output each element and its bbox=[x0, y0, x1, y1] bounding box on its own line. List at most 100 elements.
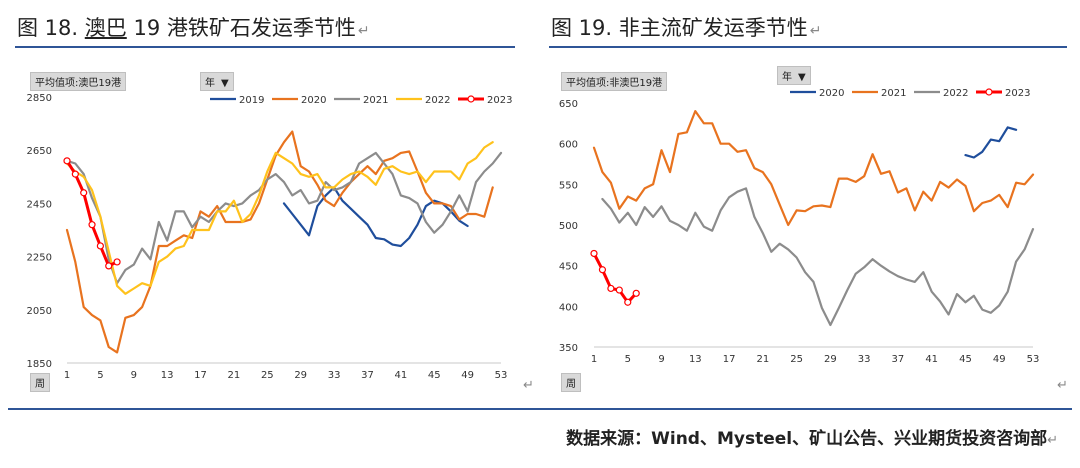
x-tick-label: 17 bbox=[194, 370, 207, 381]
legend-label-2020: 2020 bbox=[301, 95, 326, 106]
legend-label-2019: 2019 bbox=[239, 95, 264, 106]
y-tick-label: 2450 bbox=[27, 199, 52, 210]
legend-label-2022: 2022 bbox=[943, 88, 968, 99]
return-mark-icon: ↵ bbox=[357, 23, 370, 39]
y-tick-label: 2650 bbox=[27, 146, 52, 157]
figure-19-title: 图 19. 非主流矿发运季节性 ↵ bbox=[551, 12, 821, 42]
series-line-2020 bbox=[964, 126, 1018, 159]
week-axis-label: 周 bbox=[566, 379, 576, 390]
series-line-2023 bbox=[592, 252, 638, 304]
x-tick-label: 9 bbox=[658, 354, 664, 365]
figure-19-text: 图 19. 非主流矿发运季节性 bbox=[551, 16, 808, 40]
series-line-2020 bbox=[65, 130, 494, 354]
x-tick-label: 53 bbox=[1027, 354, 1040, 365]
data-point-2023 bbox=[615, 286, 623, 294]
data-point-2023 bbox=[71, 170, 79, 178]
week-axis-label: 周 bbox=[35, 379, 45, 390]
x-tick-label: 13 bbox=[689, 354, 702, 365]
data-point-2023 bbox=[607, 284, 615, 293]
x-tick-label: 1 bbox=[64, 370, 70, 381]
charts-canvas: 1850 2050 2250 2450 2650 2850 1 5 9 13 17 21 25 29 33 3… bbox=[27, 88, 1040, 381]
data-point-2023 bbox=[590, 249, 598, 258]
legend-label-2021: 2021 bbox=[363, 95, 388, 106]
x-tick-label: 21 bbox=[756, 354, 769, 365]
data-point-2023 bbox=[105, 262, 113, 270]
data-source: 数据来源：Wind、Mysteel、矿山公告、兴业期货投资咨询部↵ bbox=[566, 424, 1058, 449]
legend-label-2023: 2023 bbox=[1005, 88, 1030, 99]
x-tick-label: 53 bbox=[495, 370, 508, 381]
y-tick-label: 2250 bbox=[27, 253, 52, 264]
x-tick-label: 45 bbox=[959, 354, 972, 365]
data-point-2023 bbox=[80, 189, 88, 197]
footer-rule bbox=[8, 408, 1072, 410]
title-rule-right bbox=[549, 46, 1067, 48]
x-tick-label: 5 bbox=[97, 370, 103, 381]
x-tick-label: 5 bbox=[625, 354, 631, 365]
year-filter-button-right[interactable]: 年 ▼ bbox=[777, 66, 811, 85]
data-source-text: 数据来源：Wind、Mysteel、矿山公告、兴业期货投资咨询部 bbox=[566, 429, 1048, 449]
series-line-2022 bbox=[65, 141, 494, 295]
x-tick-label: 29 bbox=[294, 370, 307, 381]
x-tick-label: 37 bbox=[361, 370, 374, 381]
x-tick-label: 33 bbox=[858, 354, 871, 365]
figure-18-underlined: 澳巴 bbox=[84, 16, 127, 40]
data-point-2023 bbox=[598, 266, 607, 274]
legend-label-2023: 2023 bbox=[487, 95, 512, 106]
year-filter-label: 年 bbox=[782, 72, 792, 83]
x-tick-label: 25 bbox=[261, 370, 274, 381]
legend-marker-2023 bbox=[985, 88, 993, 96]
return-mark-icon: ↵ bbox=[1057, 378, 1068, 393]
data-point-2023 bbox=[63, 157, 71, 165]
week-axis-pill-left[interactable]: 周 bbox=[30, 373, 50, 392]
x-tick-label: 9 bbox=[131, 370, 137, 381]
x-tick-label: 21 bbox=[228, 370, 241, 381]
x-tick-label: 45 bbox=[428, 370, 441, 381]
data-point-2023 bbox=[632, 289, 640, 297]
figure-18-title: 图 18. 澳巴 19 港铁矿石发运季节性 ↵ bbox=[17, 12, 370, 42]
y-tick-label: 350 bbox=[559, 343, 578, 354]
year-filter-label: 年 bbox=[205, 78, 215, 89]
y-tick-label: 2850 bbox=[27, 93, 52, 104]
y-tick-label: 500 bbox=[559, 221, 578, 232]
figure-18-number: 图 18. bbox=[17, 16, 79, 40]
x-tick-label: 41 bbox=[925, 354, 938, 365]
y-tick-label: 2050 bbox=[27, 306, 52, 317]
year-filter-button-left[interactable]: 年 ▼ bbox=[200, 72, 234, 91]
legend-marker-2023 bbox=[467, 95, 475, 103]
series-line-2019 bbox=[282, 186, 469, 248]
series-line-2022 bbox=[601, 187, 1035, 327]
x-tick-label: 13 bbox=[161, 370, 174, 381]
filter-icon: ▼ bbox=[221, 78, 229, 89]
series-line-2021 bbox=[592, 109, 1035, 227]
x-tick-label: 41 bbox=[394, 370, 407, 381]
x-tick-label: 1 bbox=[591, 354, 597, 365]
y-tick-label: 1850 bbox=[27, 359, 52, 370]
field-label-text: 平均值项:澳巴19港 bbox=[35, 78, 122, 89]
data-point-2023 bbox=[624, 298, 632, 306]
x-tick-label: 49 bbox=[461, 370, 474, 381]
x-tick-label: 37 bbox=[892, 354, 905, 365]
x-tick-label: 49 bbox=[993, 354, 1006, 365]
x-tick-label: 29 bbox=[824, 354, 837, 365]
field-label-pill-left[interactable]: 平均值项:澳巴19港 bbox=[30, 72, 127, 91]
x-tick-label: 25 bbox=[790, 354, 803, 365]
figure-18-rest: 19 港铁矿石发运季节性 bbox=[133, 16, 356, 40]
y-tick-label: 650 bbox=[559, 99, 578, 110]
return-mark-icon: ↵ bbox=[523, 378, 534, 393]
return-mark-icon: ↵ bbox=[1047, 433, 1058, 448]
field-label-text: 平均值项:非澳巴19港 bbox=[566, 78, 663, 89]
week-axis-pill-right[interactable]: 周 bbox=[561, 373, 581, 392]
y-tick-label: 550 bbox=[559, 180, 578, 191]
y-tick-label: 450 bbox=[559, 262, 578, 273]
filter-icon: ▼ bbox=[798, 72, 806, 83]
x-tick-label: 33 bbox=[328, 370, 341, 381]
legend-label-2020: 2020 bbox=[819, 88, 844, 99]
data-point-2023 bbox=[88, 221, 96, 229]
field-label-pill-right[interactable]: 平均值项:非澳巴19港 bbox=[561, 72, 668, 91]
series-line-2021 bbox=[65, 151, 503, 285]
legend-label-2022: 2022 bbox=[425, 95, 450, 106]
data-point-2023 bbox=[113, 258, 121, 266]
data-point-2023 bbox=[96, 242, 104, 250]
x-tick-label: 17 bbox=[723, 354, 736, 365]
y-tick-label: 600 bbox=[559, 140, 578, 151]
